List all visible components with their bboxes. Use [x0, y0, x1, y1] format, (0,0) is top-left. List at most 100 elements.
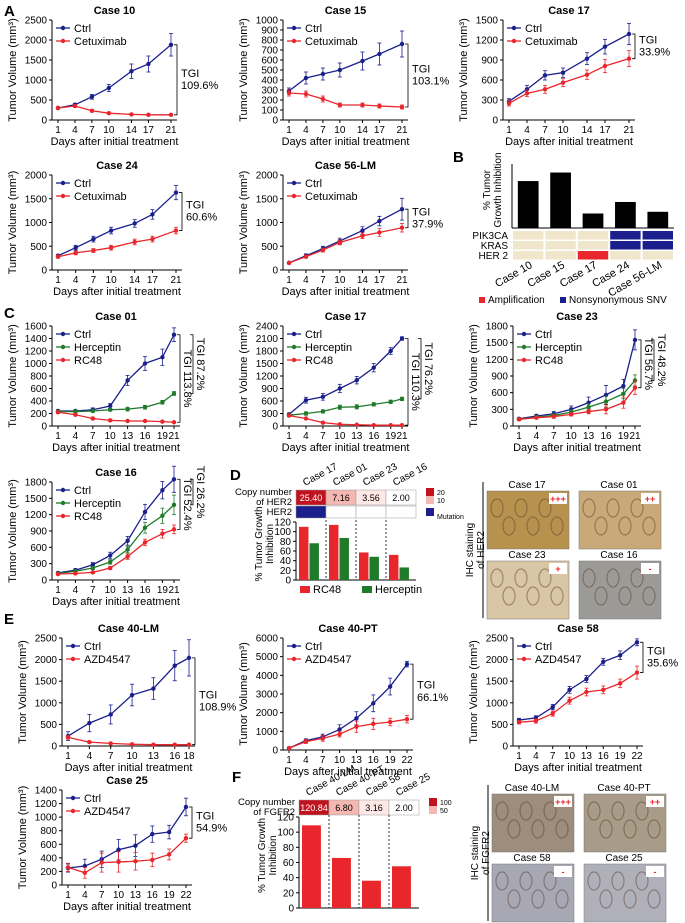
data-point [560, 70, 566, 75]
data-point [150, 831, 155, 837]
series-line-ctrl [518, 641, 638, 721]
mutation-cell [513, 251, 544, 260]
ihc-score: ++ [645, 494, 656, 504]
x-tick-label: 10 [557, 125, 569, 136]
ihc-case-label: Case 16 [600, 550, 638, 561]
tgi-label: TGI 54.9% [196, 811, 227, 835]
x-tick-label: 4 [87, 751, 93, 762]
data-point [106, 111, 112, 116]
x-tick-label: 13 [122, 585, 134, 596]
data-point [354, 716, 359, 721]
bar-azd4547 [332, 857, 351, 908]
y-tick-label: 0 [502, 422, 508, 433]
y-tick-label: 0 [272, 422, 278, 433]
x-tick-label: 4 [303, 431, 309, 442]
legend-marker [291, 643, 297, 649]
copy-number-value: 3.56 [362, 493, 380, 503]
tgi-label-2: TGI 76.2% [422, 342, 434, 395]
data-point [388, 422, 393, 428]
x-tick-label: 14 [126, 125, 138, 136]
x-tick-label: 10 [126, 751, 138, 762]
y-tick-label: 2100 [256, 334, 279, 345]
data-point [399, 225, 405, 230]
ihc-label: IHC stainingof HER2 [465, 523, 487, 577]
y-tick-label: 1500 [256, 359, 279, 370]
data-point [87, 739, 92, 745]
data-point [634, 640, 640, 645]
data-point [542, 87, 548, 92]
y-tick-label: 0 [285, 576, 291, 587]
x-axis-label: Days after initial treatment [282, 286, 410, 298]
data-point [586, 409, 591, 414]
x-tick-label: 4 [73, 431, 79, 442]
x-tick-label: 17 [374, 125, 386, 136]
y-tick-label: 500 [30, 96, 47, 107]
x-tick-label: 10 [564, 751, 576, 762]
data-point [108, 418, 113, 423]
x-tick-label: 22 [401, 755, 413, 766]
legend-label: Herceptin [305, 342, 352, 354]
tgi-label: TGI 66.1% [417, 680, 448, 704]
x-tick-label: 13 [148, 751, 160, 762]
series-line-rc48 [518, 387, 636, 420]
y-tick-label: 600 [261, 56, 278, 67]
y-tick-label: 500 [261, 66, 278, 77]
ihc-texture [630, 568, 644, 588]
y-tick-label: 800 [40, 826, 57, 837]
series-line-herceptin [57, 504, 175, 575]
y-tick-label: 900 [491, 372, 508, 383]
data-point [73, 571, 78, 576]
ihc-texture [647, 819, 661, 839]
data-point [171, 502, 177, 508]
data-point [172, 663, 177, 668]
x-axis-label: Days after initial treatment [513, 442, 641, 454]
data-point [626, 31, 632, 37]
data-point [160, 400, 165, 405]
x-tick-label: 16 [139, 585, 151, 596]
legend-marker [60, 331, 66, 337]
data-point [337, 422, 343, 427]
legend-label: Cetuximab [305, 191, 358, 203]
series-line-herceptin [58, 392, 175, 413]
chart-title: Case 40-PT [318, 623, 378, 635]
row-label: HER 2 [479, 251, 509, 262]
ihc-texture [635, 871, 649, 891]
data-point [166, 829, 172, 835]
data-point [584, 689, 589, 695]
x-axis-label: Days after initial treatment [284, 766, 412, 778]
mutation-cell [385, 505, 417, 519]
ihc-texture [526, 586, 540, 606]
data-point [286, 90, 292, 96]
legend-label: Ctrl [525, 23, 542, 35]
mutation-cell [545, 241, 576, 250]
y-tick-label: 1200 [25, 347, 48, 358]
panel-label-f: F [232, 769, 241, 786]
x-tick-label: 22 [180, 890, 192, 901]
data-point [171, 332, 177, 337]
data-point [603, 399, 609, 404]
y-axis-label: Tumor Volume (mm³) [17, 640, 29, 744]
legend-marker [70, 808, 76, 814]
legend-label: Ctrl [305, 23, 322, 35]
x-tick-label: 4 [303, 125, 309, 136]
y-tick-label: 2000 [256, 171, 279, 182]
legend-marker [70, 795, 76, 801]
x-tick-label: 21 [168, 431, 180, 442]
tgi-bracket [640, 641, 644, 673]
legend-label: Ctrl [74, 485, 91, 497]
data-point [320, 736, 325, 741]
data-point [90, 408, 96, 414]
data-point [160, 513, 165, 518]
y-tick-label: 2000 [35, 655, 58, 666]
data-point [108, 228, 114, 233]
data-point [133, 843, 138, 848]
data-point [337, 731, 342, 737]
ihc-texture [606, 568, 620, 588]
x-tick-label: 19 [615, 751, 627, 762]
y-tick-label: 2500 [25, 16, 48, 27]
y-tick-label: 2500 [486, 634, 509, 645]
tgi-bracket [405, 338, 409, 426]
mutation-cell [295, 505, 327, 519]
data-point [146, 112, 151, 118]
